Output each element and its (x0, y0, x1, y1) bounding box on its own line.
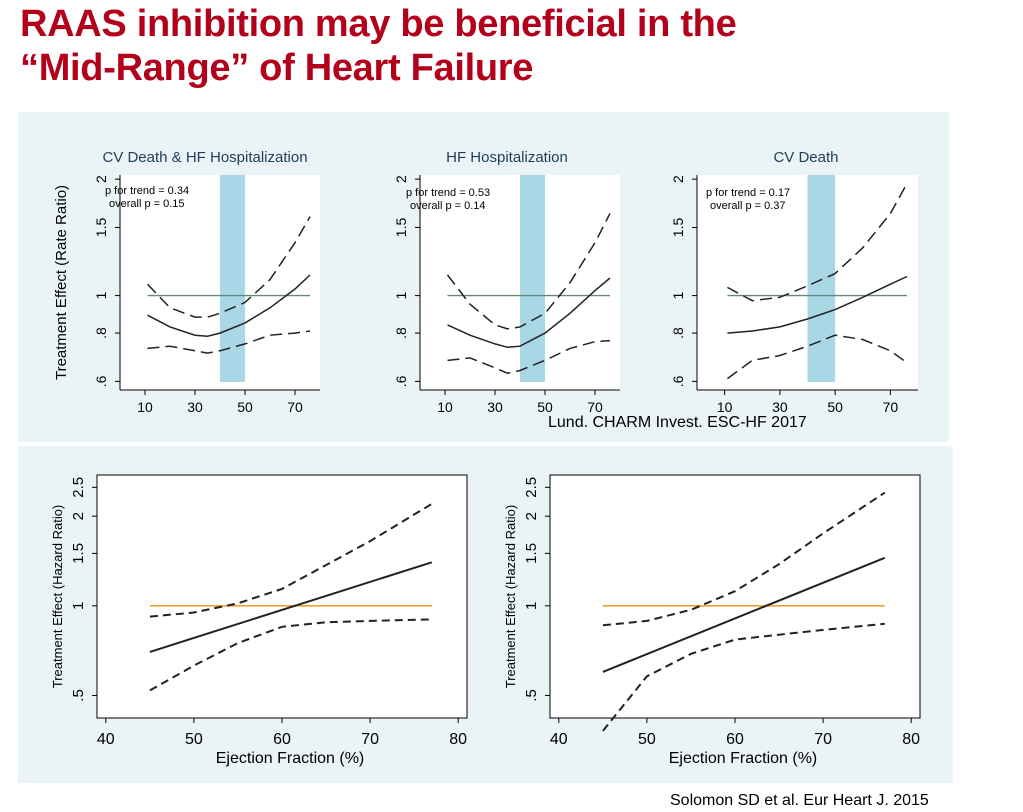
x-tick-label: 40 (550, 731, 568, 748)
y-tick-label: .6 (670, 375, 686, 387)
chart-4: .5 1 1.5 2 2.5 40 50 60 70 80 Treatment Effect (Ha… (50, 474, 468, 767)
y-tick-label: 2 (523, 512, 540, 520)
y-tick-label: 1.5 (523, 543, 540, 564)
estimate-line (149, 561, 433, 653)
title-line-1: RAAS inhibition may be beneficial in the (20, 3, 737, 45)
x-tick-label: 60 (273, 731, 291, 748)
x-tick-label: 30 (487, 399, 503, 415)
citation-solomon: Solomon SD et al. Eur Heart J. 2015 (670, 792, 929, 809)
chart-1: .6 .8 1 1.5 2 10 30 50 70 CV Death & HF Hospitali… (53, 149, 320, 415)
x-tick-label: 70 (361, 731, 379, 748)
x-tick-label: 30 (772, 399, 788, 415)
p-value-annotation: overall p = 0.15 (109, 198, 185, 210)
x-tick-label: 80 (902, 731, 920, 748)
y-tick-label: .8 (93, 327, 109, 339)
y-tick-label: 1 (393, 291, 409, 299)
ci-bound-line (146, 216, 311, 318)
x-tick-label: 50 (237, 399, 253, 415)
x-tick-label: 50 (185, 731, 203, 748)
x-tick-label: 50 (537, 399, 553, 415)
y-tick-label: 1.5 (393, 218, 409, 238)
y-tick-label: 2 (70, 512, 87, 520)
y-tick-label: 1.5 (670, 218, 686, 238)
ci-bound-line (446, 213, 611, 330)
y-tick-label: 2 (393, 175, 409, 183)
y-tick-label: .5 (70, 689, 87, 702)
x-tick-label: 70 (587, 399, 603, 415)
p-value-annotation: overall p = 0.14 (410, 200, 486, 212)
chart-3: .6 .8 1 1.5 2 10 30 50 70 CV Death p for trend = 0… (670, 149, 918, 415)
plot-area (549, 474, 921, 719)
x-tick-label: 40 (97, 731, 115, 748)
y-axis-label: Treatment Effect (Hazard Ratio) (50, 505, 65, 689)
chart-5: .5 1 1.5 2 2.5 40 50 60 70 80 Treatment Effect (Ha… (503, 474, 921, 767)
ci-bound-line (147, 330, 311, 354)
ci-bound-line (727, 183, 908, 302)
x-tick-label: 60 (726, 731, 744, 748)
plot-area (96, 474, 468, 719)
x-tick-label: 80 (449, 731, 467, 748)
x-tick-label: 10 (437, 399, 453, 415)
chart-title: CV Death (773, 149, 838, 166)
ci-bound-line (149, 503, 433, 618)
ci-bound-line (149, 618, 432, 692)
ef-shaded-band (807, 175, 836, 382)
p-value-annotation: overall p = 0.37 (710, 200, 786, 212)
y-tick-label: .6 (393, 375, 409, 387)
p-value-annotation: p for trend = 0.34 (105, 185, 189, 197)
x-tick-label: 50 (827, 399, 843, 415)
x-axis-label: Ejection Fraction (%) (216, 750, 365, 767)
y-tick-label: 1.5 (93, 218, 109, 238)
y-tick-label: 1 (93, 291, 109, 299)
ef-shaded-band (220, 175, 245, 382)
chart-title: CV Death & HF Hospitalization (102, 149, 307, 166)
ci-bound-line (726, 334, 908, 380)
y-tick-label: 1.5 (70, 543, 87, 564)
estimate-line (602, 556, 886, 673)
y-tick-label: .6 (93, 375, 109, 387)
y-axis-label: Treatment Effect (Rate Ratio) (53, 185, 70, 380)
y-tick-label: 2 (93, 175, 109, 183)
title-line-2: “Mid-Range” of Heart Failure (20, 47, 534, 89)
x-tick-label: 70 (814, 731, 832, 748)
y-tick-label: 2.5 (523, 477, 540, 498)
estimate-line (147, 274, 311, 337)
p-value-annotation: p for trend = 0.53 (406, 187, 490, 199)
x-tick-label: 70 (287, 399, 303, 415)
estimate-line (447, 277, 611, 349)
slide-title: RAAS inhibition may be beneficial in the… (20, 2, 1020, 90)
y-tick-label: .8 (670, 327, 686, 339)
y-tick-label: 1 (70, 602, 87, 610)
estimate-line (727, 275, 908, 334)
y-tick-label: 2.5 (70, 477, 87, 498)
x-tick-label: 70 (883, 399, 899, 415)
y-tick-label: .8 (393, 327, 409, 339)
x-tick-label: 10 (717, 399, 733, 415)
x-tick-label: 10 (137, 399, 153, 415)
ci-bound-line (602, 622, 885, 732)
x-tick-label: 50 (638, 731, 656, 748)
y-tick-label: 2 (670, 175, 686, 183)
x-axis-label: Ejection Fraction (%) (669, 750, 818, 767)
citation-charm: Lund. CHARM Invest. ESC-HF 2017 (548, 414, 807, 431)
x-tick-label: 30 (187, 399, 203, 415)
chart-2: .6 .8 1 1.5 2 10 30 50 70 HF Hospitalization p for… (393, 149, 620, 415)
p-value-annotation: p for trend = 0.17 (706, 187, 790, 199)
ci-bound-line (602, 491, 886, 627)
y-axis-label: Treatment Effect (Hazard Ratio) (503, 505, 518, 689)
ef-shaded-band (520, 175, 545, 382)
chart-title: HF Hospitalization (446, 149, 568, 166)
y-tick-label: 1 (523, 602, 540, 610)
y-tick-label: .5 (523, 689, 540, 702)
ci-bound-line (447, 339, 611, 374)
y-tick-label: 1 (670, 291, 686, 299)
